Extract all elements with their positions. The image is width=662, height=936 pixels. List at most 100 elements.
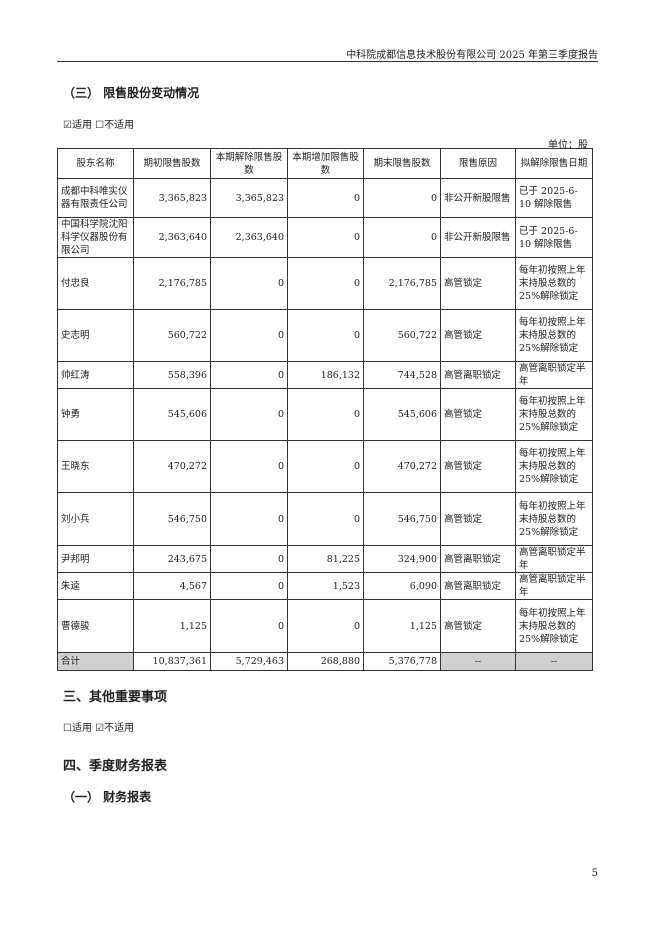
- table-cell: 高管离职锁定半年: [515, 545, 593, 573]
- table-cell: 0: [287, 388, 364, 441]
- column-header: 拟解除限售日期: [515, 148, 593, 179]
- total-row: 合计 10,837,361 5,729,463 268,880 5,376,778 -- -…: [57, 652, 593, 671]
- total-cell: 10,837,361: [133, 652, 211, 671]
- page-number: 5: [591, 868, 598, 879]
- table-row: 朱逵 4,567 0 1,523 6,090 高管离职锁定 高管离职锁定半年: [57, 572, 593, 600]
- table-row: 付忠良 2,176,785 0 0 2,176,785 高管锁定 每年初按照上年末持股总数的…: [57, 257, 593, 310]
- table-cell: 已于 2025-6-10 解除限售: [515, 178, 593, 218]
- section-heading: 三、其他重要事项: [63, 690, 168, 705]
- column-header: 期初限售股数: [133, 148, 211, 179]
- table-cell: 高管锁定: [440, 492, 516, 546]
- table-row: 曹德骏 1,125 0 0 1,125 高管锁定 每年初按照上年末持股总数的 25%解除锁定: [57, 599, 593, 653]
- table-cell: 545,606: [133, 388, 211, 441]
- table-cell: 钟勇: [57, 388, 134, 441]
- table-cell: 0: [210, 572, 288, 600]
- column-header: 本期解除限售股数: [210, 148, 288, 179]
- table-row: 王晓东 470,272 0 0 470,272 高管锁定 每年初按照上年末持股总数的 25%…: [57, 440, 593, 493]
- table-row: 刘小兵 546,750 0 0 546,750 高管锁定 每年初按照上年末持股总数的 25%…: [57, 492, 593, 546]
- table-cell: 0: [210, 361, 288, 389]
- table-cell: 2,363,640: [133, 217, 211, 258]
- table-cell: 3,365,823: [133, 178, 211, 218]
- table-cell: 243,675: [133, 545, 211, 573]
- table-cell: 546,750: [133, 492, 211, 546]
- table-cell: 高管锁定: [440, 440, 516, 493]
- column-header: 股东名称: [57, 148, 134, 179]
- table-cell: 1,523: [287, 572, 364, 600]
- table-cell: 每年初按照上年末持股总数的 25%解除锁定: [515, 388, 593, 441]
- table-cell: 545,606: [363, 388, 441, 441]
- table-cell: 3,365,823: [210, 178, 288, 218]
- table-cell: 2,363,640: [210, 217, 288, 258]
- table-header-row: 股东名称 期初限售股数 本期解除限售股数 本期增加限售股数 期末限售股数 限售原因 拟解除限…: [57, 148, 593, 179]
- table-cell: 470,272: [133, 440, 211, 493]
- table-cell: 0: [287, 492, 364, 546]
- table-cell: 0: [287, 178, 364, 218]
- table-cell: 非公开新股限售: [440, 178, 516, 218]
- table-row: 钟勇 545,606 0 0 545,606 高管锁定 每年初按照上年末持股总数的 25%解…: [57, 388, 593, 441]
- table-cell: 每年初按照上年末持股总数的 25%解除锁定: [515, 440, 593, 493]
- table-cell: 546,750: [363, 492, 441, 546]
- table-cell: 朱逵: [57, 572, 134, 600]
- table-cell: 付忠良: [57, 257, 134, 310]
- total-cell: 5,376,778: [363, 652, 441, 671]
- table-cell: 560,722: [363, 309, 441, 362]
- table-cell: 0: [210, 257, 288, 310]
- table-cell: 非公开新股限售: [440, 217, 516, 258]
- table-cell: 0: [363, 217, 441, 258]
- section-heading: （三） 限售股份变动情况: [63, 86, 200, 100]
- table-cell: 0: [287, 257, 364, 310]
- table-cell: 2,176,785: [133, 257, 211, 310]
- table-cell: 81,225: [287, 545, 364, 573]
- table-cell: 560,722: [133, 309, 211, 362]
- table-row: 中国科学院沈阳科学仪器股份有限公司 2,363,640 2,363,640 0 0 非公开…: [57, 217, 593, 258]
- total-cell: --: [515, 652, 593, 671]
- table-cell: 王晓东: [57, 440, 134, 493]
- table-cell: 每年初按照上年末持股总数的 25%解除锁定: [515, 492, 593, 546]
- table-cell: 558,396: [133, 361, 211, 389]
- total-cell: 5,729,463: [210, 652, 288, 671]
- table-cell: 刘小兵: [57, 492, 134, 546]
- table-cell: 0: [210, 599, 288, 653]
- table-cell: 高管离职锁定: [440, 361, 516, 389]
- table-row: 成都中科唯实仪器有限责任公司 3,365,823 3,365,823 0 0 非公开新股限…: [57, 178, 593, 218]
- table-cell: 高管离职锁定: [440, 572, 516, 600]
- header-rule: [57, 61, 598, 62]
- table-cell: 高管锁定: [440, 309, 516, 362]
- table-cell: 高管离职锁定: [440, 545, 516, 573]
- table-cell: 744,528: [363, 361, 441, 389]
- table-cell: 1,125: [363, 599, 441, 653]
- applicable-checkbox: ☐适用 ☑不适用: [63, 723, 135, 734]
- total-cell: 268,880: [287, 652, 364, 671]
- table-cell: 高管离职锁定半年: [515, 361, 593, 389]
- table-cell: 0: [210, 545, 288, 573]
- column-header: 期末限售股数: [363, 148, 441, 179]
- table-cell: 6,090: [363, 572, 441, 600]
- table-cell: 2,176,785: [363, 257, 441, 310]
- table-cell: 186,132: [287, 361, 364, 389]
- table-row: 帅红涛 558,396 0 186,132 744,528 高管离职锁定 高管离职锁定半年: [57, 361, 593, 389]
- table-cell: 成都中科唯实仪器有限责任公司: [57, 178, 134, 218]
- total-cell: 合计: [57, 652, 134, 671]
- total-cell: --: [440, 652, 516, 671]
- column-header: 本期增加限售股数: [287, 148, 364, 179]
- unit-label: 单位：股: [548, 140, 588, 151]
- table-cell: 0: [363, 178, 441, 218]
- section-heading: 四、季度财务报表: [63, 759, 168, 774]
- table-cell: 尹邦明: [57, 545, 134, 573]
- table-cell: 0: [210, 388, 288, 441]
- table-row: 尹邦明 243,675 0 81,225 324,900 高管离职锁定 高管离职锁定半年: [57, 545, 593, 573]
- table-cell: 0: [287, 309, 364, 362]
- table-cell: 1,125: [133, 599, 211, 653]
- table-cell: 470,272: [363, 440, 441, 493]
- table-cell: 4,567: [133, 572, 211, 600]
- table-cell: 每年初按照上年末持股总数的 25%解除锁定: [515, 599, 593, 653]
- table-cell: 中国科学院沈阳科学仪器股份有限公司: [57, 217, 134, 258]
- table-cell: 0: [287, 440, 364, 493]
- table-cell: 帅红涛: [57, 361, 134, 389]
- applicable-checkbox: ☑适用 ☐不适用: [63, 120, 135, 131]
- page-header: 中科院成都信息技术股份有限公司 2025 年第三季度报告: [346, 50, 598, 61]
- table-cell: 已于 2025-6-10 解除限售: [515, 217, 593, 258]
- table-cell: 曹德骏: [57, 599, 134, 653]
- table-cell: 每年初按照上年末持股总数的 25%解除锁定: [515, 309, 593, 362]
